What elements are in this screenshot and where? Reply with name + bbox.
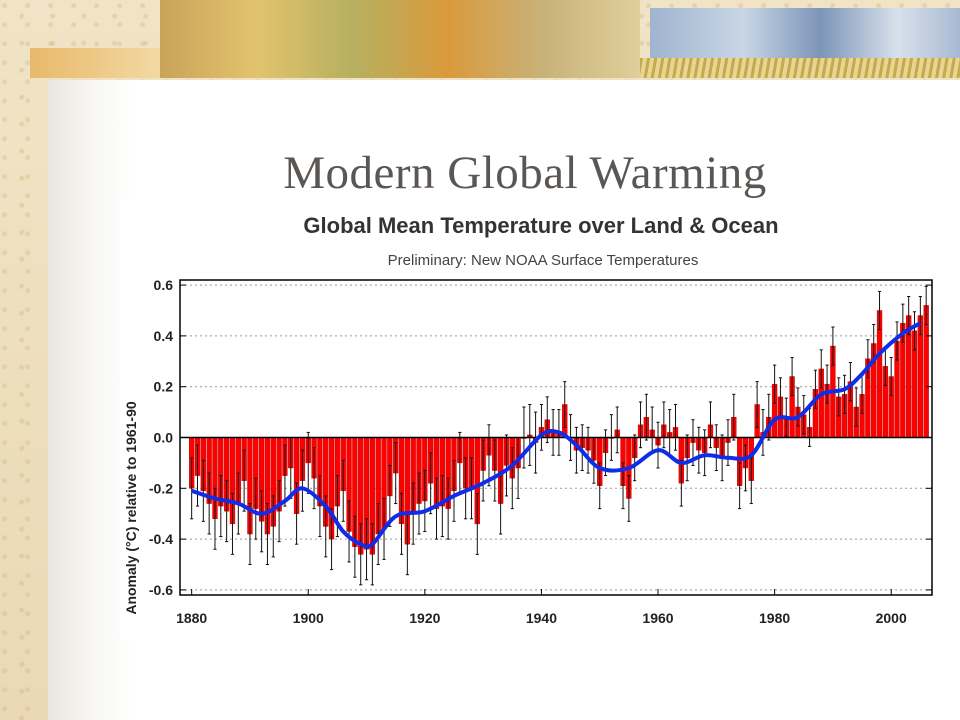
x-tick-label: 1980: [759, 610, 790, 626]
y-axis-ticks: 0.6 0.4 0.2 0.0 -0.2 -0.4 -0.6: [149, 277, 932, 598]
x-tick-label: 1920: [409, 610, 440, 626]
y-tick-label: -0.4: [149, 531, 173, 547]
slide-title: Modern Global Warming: [283, 147, 767, 199]
chart-subtitle: Preliminary: New NOAA Surface Temperatur…: [388, 252, 699, 269]
smoothed-trend-line: [191, 321, 922, 549]
gridlines: [180, 284, 932, 591]
chart-svg: Global Mean Temperature over Land & Ocea…: [120, 200, 948, 640]
x-tick-label: 1940: [526, 610, 557, 626]
y-tick-label: -0.6: [149, 582, 173, 598]
floral-banner-image: [30, 0, 960, 80]
y-tick-label: -0.2: [149, 480, 173, 496]
y-tick-label: 0.2: [154, 379, 174, 395]
temperature-bar: [923, 305, 929, 438]
x-tick-label: 2000: [876, 610, 907, 626]
blue-flowers-image: [650, 8, 960, 58]
y-tick-label: 0.0: [154, 430, 174, 446]
temperature-chart: Global Mean Temperature over Land & Ocea…: [120, 200, 948, 640]
x-tick-label: 1880: [176, 610, 207, 626]
y-tick-label: 0.4: [154, 328, 174, 344]
x-tick-label: 1960: [642, 610, 673, 626]
x-axis-ticks: 1880 1900 1920 1940 1960 1980 2000: [176, 589, 907, 626]
grass-image-strip: [640, 58, 960, 78]
y-axis-label: Anomaly (°C) relative to 1961-90: [123, 401, 139, 615]
chart-title: Global Mean Temperature over Land & Ocea…: [303, 213, 778, 238]
autumn-leaves-image: [160, 0, 640, 78]
y-tick-label: 0.6: [154, 277, 174, 293]
x-tick-label: 1900: [293, 610, 324, 626]
